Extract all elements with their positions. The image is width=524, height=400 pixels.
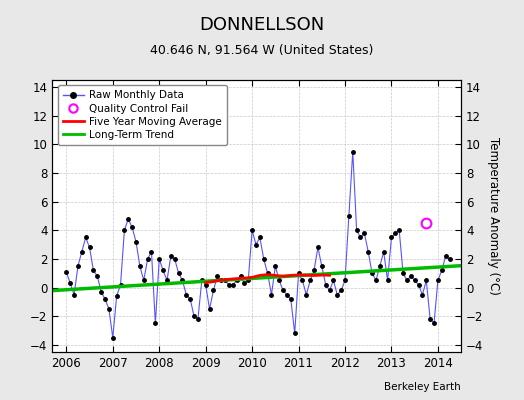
Text: Berkeley Earth: Berkeley Earth <box>385 382 461 392</box>
Text: DONNELLSON: DONNELLSON <box>199 16 325 34</box>
Y-axis label: Temperature Anomaly (°C): Temperature Anomaly (°C) <box>487 137 500 295</box>
Legend: Raw Monthly Data, Quality Control Fail, Five Year Moving Average, Long-Term Tren: Raw Monthly Data, Quality Control Fail, … <box>58 85 227 145</box>
Text: 40.646 N, 91.564 W (United States): 40.646 N, 91.564 W (United States) <box>150 44 374 57</box>
